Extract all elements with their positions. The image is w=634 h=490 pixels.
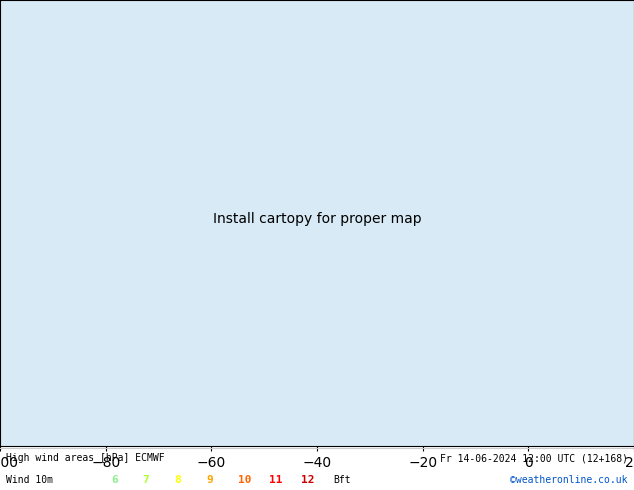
Text: Bft: Bft [333, 475, 351, 485]
Text: 7: 7 [143, 475, 150, 485]
Text: Install cartopy for proper map: Install cartopy for proper map [212, 212, 422, 226]
Text: 9: 9 [206, 475, 213, 485]
Text: High wind areas [hPa] ECMWF: High wind areas [hPa] ECMWF [6, 453, 165, 463]
Text: Wind 10m: Wind 10m [6, 475, 53, 485]
Text: 6: 6 [111, 475, 118, 485]
Text: 11: 11 [269, 475, 283, 485]
Text: 8: 8 [174, 475, 181, 485]
Text: 10: 10 [238, 475, 251, 485]
Text: ©weatheronline.co.uk: ©weatheronline.co.uk [510, 475, 628, 485]
Text: Fr 14-06-2024 12:00 UTC (12+168): Fr 14-06-2024 12:00 UTC (12+168) [439, 453, 628, 463]
Text: 12: 12 [301, 475, 314, 485]
